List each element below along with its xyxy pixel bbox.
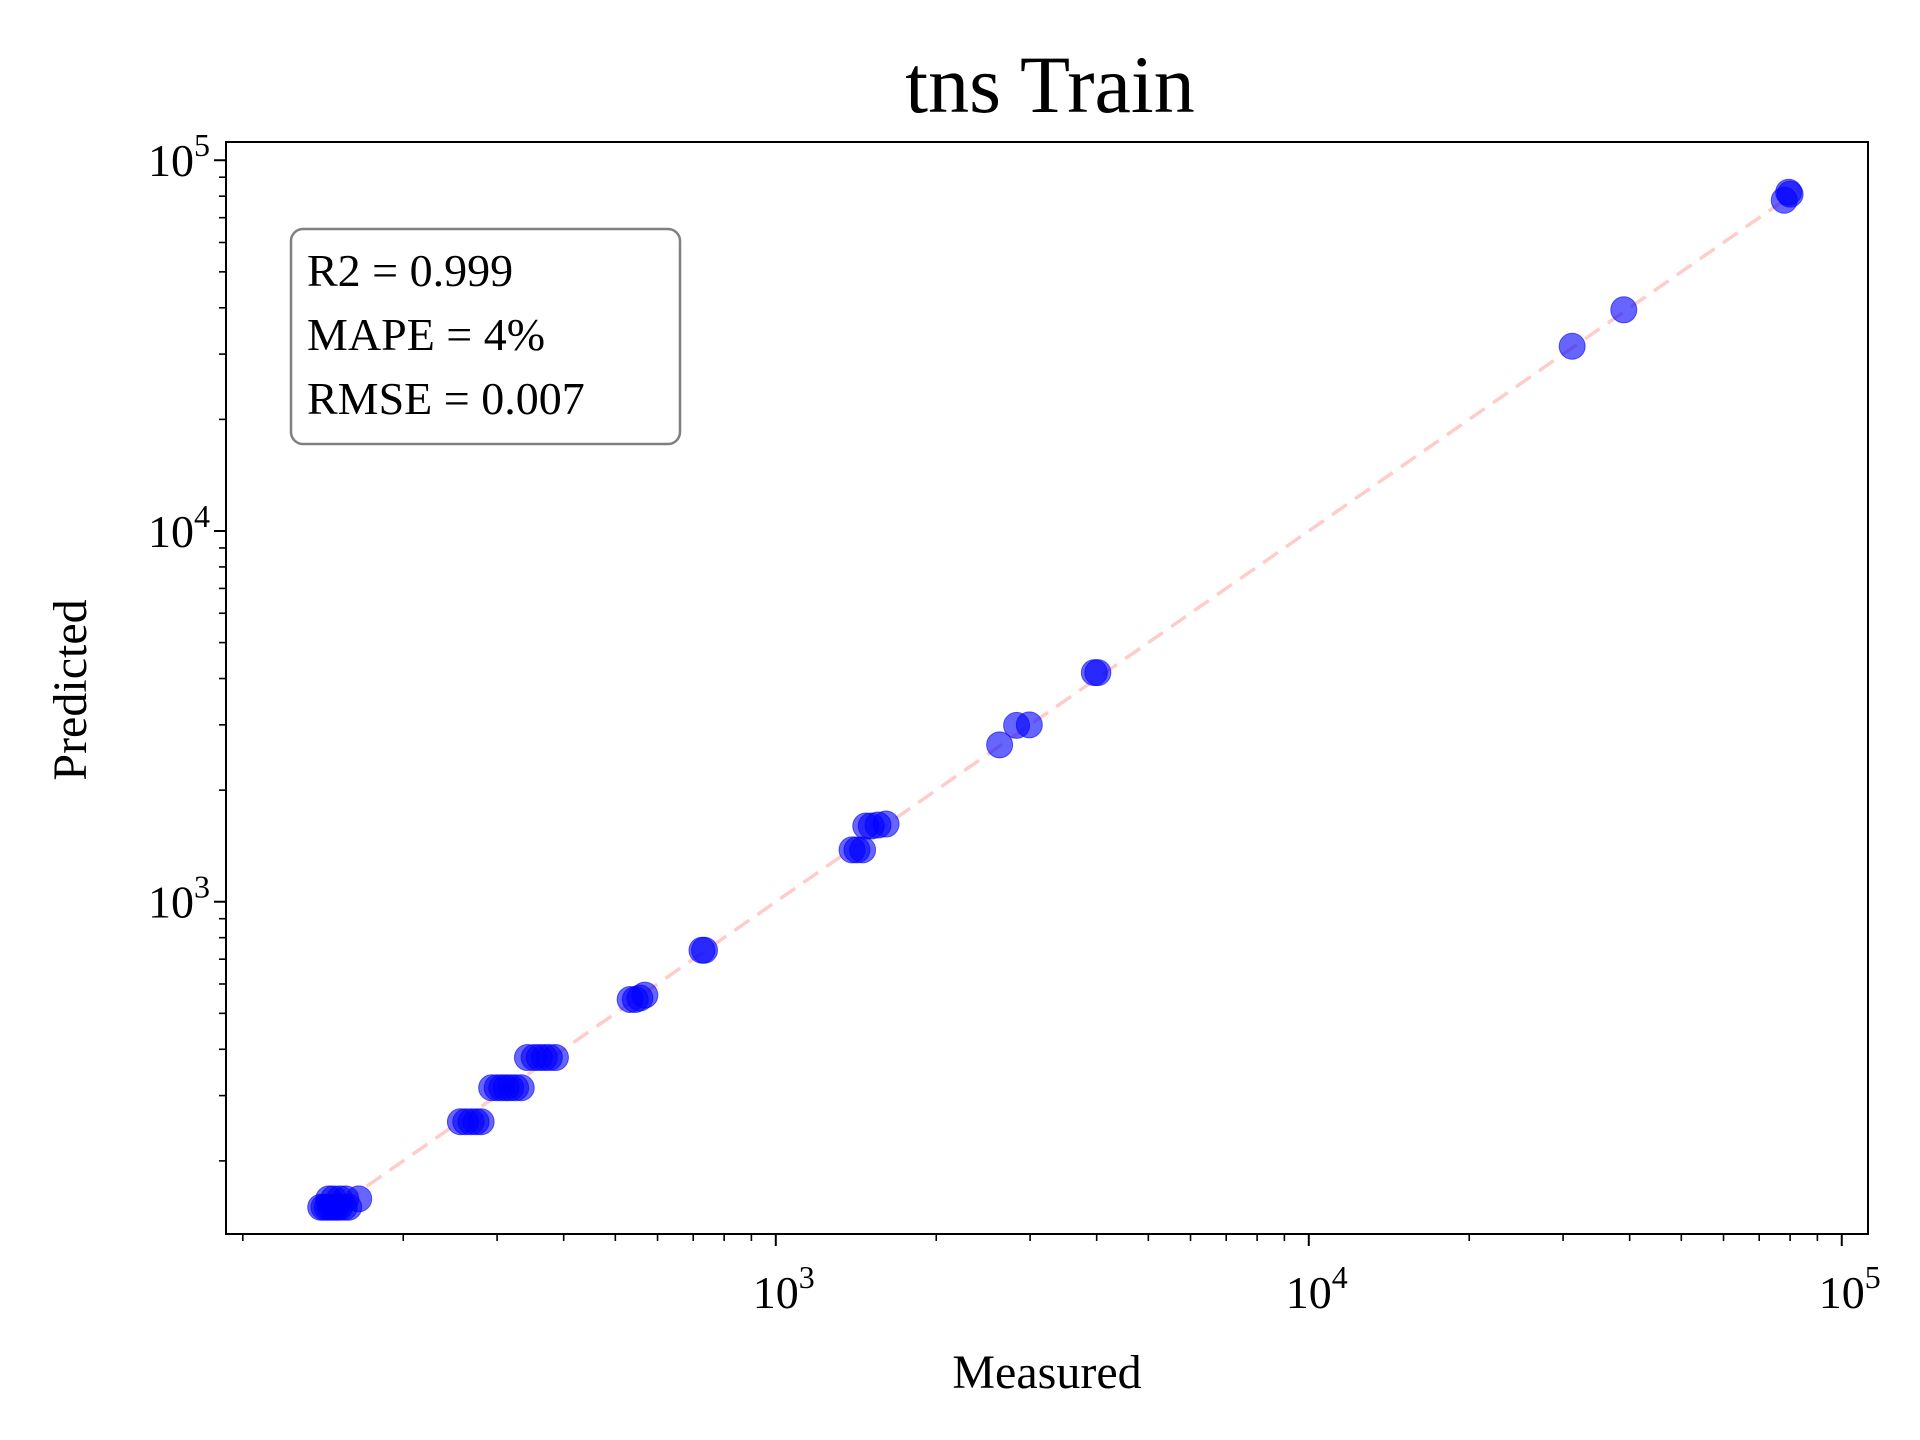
y-axis-label: Predicted: [44, 599, 97, 780]
x-tick-label: 104: [1286, 1259, 1348, 1318]
data-point: [849, 836, 877, 864]
data-point: [1610, 296, 1638, 324]
data-point: [1558, 332, 1586, 360]
y-tick-label: 105: [148, 127, 210, 186]
y-tick-label: 104: [148, 498, 210, 557]
data-point: [691, 936, 719, 964]
identity-reference-line: [319, 194, 1792, 1220]
data-point: [986, 731, 1014, 759]
y-tick-label: 103: [148, 869, 210, 928]
data-point: [1015, 711, 1043, 739]
scatter-points: [307, 178, 1804, 1221]
data-point: [332, 1185, 360, 1213]
data-point: [872, 810, 900, 838]
annotation-r2: R2 = 0.999: [307, 245, 513, 296]
metrics-annotation-box: R2 = 0.999 MAPE = 4% RMSE = 0.007: [289, 227, 682, 446]
data-point: [1776, 180, 1804, 208]
x-tick-label: 105: [1819, 1259, 1881, 1318]
data-point: [1084, 659, 1112, 687]
axis-ticks: 103 104 105 103 104 105: [148, 127, 1881, 1318]
data-point: [541, 1044, 569, 1072]
data-point: [631, 981, 659, 1009]
annotation-rmse: RMSE = 0.007: [307, 373, 585, 424]
x-tick-label: 103: [753, 1259, 815, 1318]
data-point: [507, 1074, 535, 1102]
annotation-frame: [289, 227, 682, 446]
annotation-mape: MAPE = 4%: [307, 309, 545, 360]
chart-title: tns Train: [905, 39, 1194, 130]
x-axis-label: Measured: [952, 1346, 1141, 1399]
data-point: [467, 1108, 495, 1136]
